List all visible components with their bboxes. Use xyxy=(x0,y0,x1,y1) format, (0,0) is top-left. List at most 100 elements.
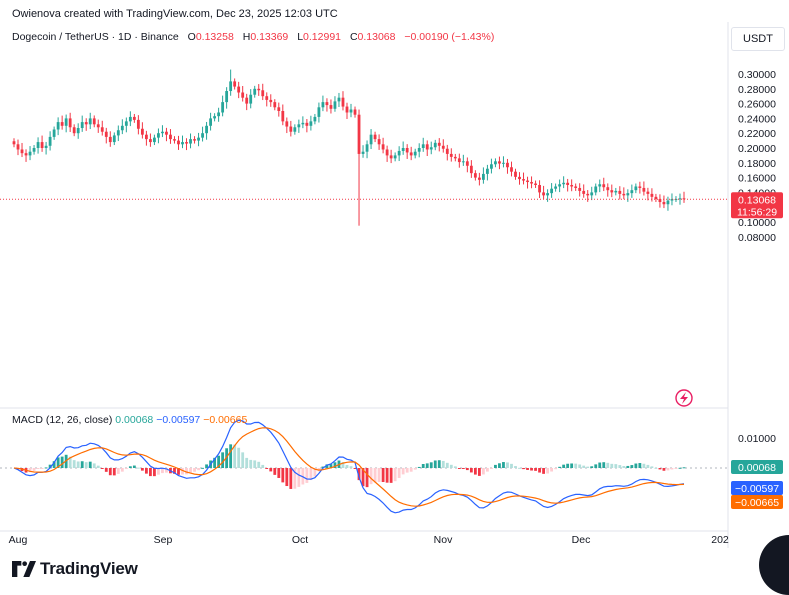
candle-body xyxy=(92,118,96,125)
macd-hist-bar xyxy=(96,465,100,468)
candle-body xyxy=(140,128,144,135)
macd-hist-bar xyxy=(313,468,317,477)
candle-body xyxy=(197,137,200,141)
macd-hist-bar xyxy=(606,462,610,468)
candle-body xyxy=(437,142,441,146)
macd-hist-bar xyxy=(530,468,533,471)
price-tick-label: 0.22000 xyxy=(738,128,776,140)
price-tick-label: 0.26000 xyxy=(738,99,776,111)
candle-body xyxy=(425,144,429,150)
flash-icon[interactable] xyxy=(675,389,693,407)
candle-body xyxy=(108,136,112,143)
symbol-name[interactable]: Dogecoin / TetherUS · 1D · Binance xyxy=(12,31,179,43)
candle-body xyxy=(662,202,666,205)
macd-hist-bar xyxy=(92,463,96,468)
candle-body xyxy=(233,81,237,87)
macd-hist-bar xyxy=(205,464,208,468)
macd-hist-bar xyxy=(72,460,76,468)
macd-hist-bar xyxy=(610,463,614,468)
candle-body xyxy=(469,165,473,174)
candle-body xyxy=(80,122,84,129)
candle-body xyxy=(453,156,457,159)
candle-body xyxy=(666,200,670,205)
macd-hist-bar xyxy=(542,468,545,474)
macd-hist-bar xyxy=(630,465,634,468)
close-label: C xyxy=(349,31,358,43)
macd-hist-bar xyxy=(550,468,554,472)
macd-hist-bar xyxy=(36,468,40,469)
macd-hist-bar xyxy=(666,468,670,471)
macd-hist-bar xyxy=(140,468,144,471)
candle-body xyxy=(638,186,642,188)
candle-body xyxy=(253,88,257,95)
macd-hist-bar xyxy=(149,468,152,477)
candle-body xyxy=(473,173,477,178)
macd-hist-bar xyxy=(265,468,269,469)
chart-canvas[interactable]: 0.30000 0.28000 0.26000 0.24000 0.22000 0.200… xyxy=(0,0,789,580)
candle-body xyxy=(546,193,549,196)
macd-hist-bar xyxy=(546,468,549,474)
macd-hist-bar xyxy=(233,444,237,468)
macd-hist-bar xyxy=(249,459,253,468)
candle-body xyxy=(305,122,309,126)
tradingview-logo[interactable]: TradingView xyxy=(12,559,138,579)
macd-hist-bar xyxy=(682,467,686,469)
candle-body xyxy=(132,116,136,120)
macd-hist-bar xyxy=(494,464,497,468)
macd-signal-badge-text: −0.00665 xyxy=(735,497,779,509)
macd-hist-bar xyxy=(84,462,88,468)
candle-body xyxy=(124,121,128,126)
macd-hist-bar xyxy=(578,464,582,468)
macd-line-value: −0.00597 xyxy=(156,414,201,426)
macd-hist-bar xyxy=(437,460,441,468)
macd-hist-bar xyxy=(409,468,413,472)
candle-body xyxy=(325,102,329,106)
macd-hist-bar xyxy=(32,468,36,471)
grid xyxy=(0,22,729,548)
open-value: 0.13258 xyxy=(195,31,234,43)
currency-button[interactable]: USDT xyxy=(731,27,785,51)
price-axis[interactable]: 0.30000 0.28000 0.26000 0.24000 0.22000 0.200… xyxy=(738,69,776,445)
candle-body xyxy=(594,186,598,193)
macd-hist-bar xyxy=(445,462,449,468)
macd-title[interactable]: MACD (12, 26, close) xyxy=(12,414,113,426)
candle-body xyxy=(64,118,68,126)
macd-hist-bar xyxy=(185,468,188,475)
high-value: 0.13369 xyxy=(250,31,289,43)
macd-hist-bar xyxy=(393,468,397,482)
candle-body xyxy=(670,199,674,201)
candles xyxy=(12,69,686,226)
candle-body xyxy=(56,122,60,130)
candle-body xyxy=(229,81,233,92)
price-tick-label: 0.18000 xyxy=(738,158,776,170)
macd-hist-bar xyxy=(112,468,116,476)
candle-body xyxy=(602,184,606,188)
time-axis[interactable]: Aug Sep Oct Nov Dec 202 xyxy=(9,534,729,546)
macd-hist-bar xyxy=(506,462,509,468)
candle-body xyxy=(433,142,437,148)
macd-hist-bar xyxy=(100,468,104,469)
candle-body xyxy=(357,114,361,154)
candle-body xyxy=(562,182,566,185)
macd-hist-bar xyxy=(590,466,594,468)
candle-body xyxy=(554,186,558,189)
candle-body xyxy=(120,125,124,131)
macd-hist-bar xyxy=(341,462,345,468)
candle-body xyxy=(289,126,293,132)
candle-body xyxy=(381,144,385,150)
flash-icon-ring xyxy=(675,389,693,407)
candle-body xyxy=(269,99,273,103)
macd-hist-bar xyxy=(253,460,257,468)
macd-hist-bar xyxy=(622,466,626,468)
macd-hist-bar xyxy=(165,468,168,473)
flash-icon-bolt xyxy=(680,392,688,404)
candle-body xyxy=(409,152,413,156)
candle-body xyxy=(349,109,353,113)
candle-body xyxy=(353,109,357,115)
candle-body xyxy=(44,145,48,148)
macd-hist-bar xyxy=(465,468,469,471)
time-tick-label: Nov xyxy=(434,534,453,546)
candle-body xyxy=(534,183,537,185)
macd-hist-bar xyxy=(217,455,221,468)
low-value: 0.12991 xyxy=(303,31,342,43)
